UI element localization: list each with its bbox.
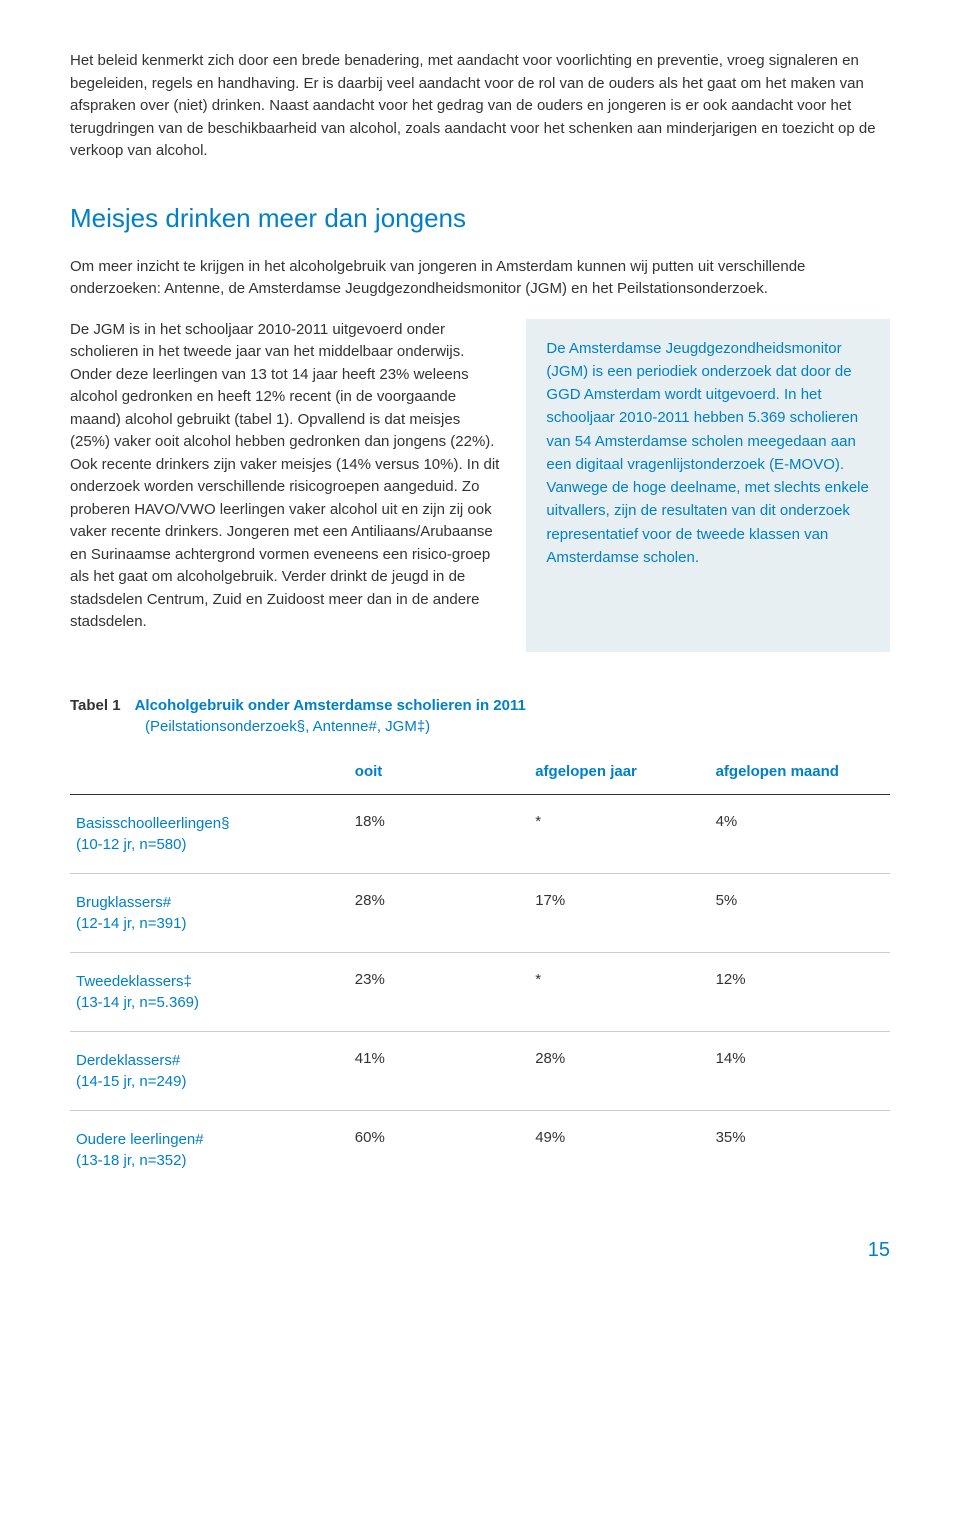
- callout-box: De Amsterdamse Jeugdgezondheidsmonitor (…: [526, 319, 890, 652]
- table-block: Tabel 1 Alcoholgebruik onder Amsterdamse…: [70, 697, 890, 1189]
- table-title: Alcoholgebruik onder Amsterdamse scholie…: [135, 697, 526, 714]
- col-maand: afgelopen maand: [710, 753, 890, 795]
- cell: *: [529, 952, 709, 1031]
- cell: 28%: [529, 1031, 709, 1110]
- cell: 28%: [349, 873, 529, 952]
- cell: 18%: [349, 794, 529, 873]
- row-label: Brugklassers# (12-14 jr, n=391): [70, 873, 349, 952]
- two-column-layout: De JGM is in het schooljaar 2010-2011 ui…: [70, 319, 890, 652]
- row-label-text: Brugklassers#: [76, 894, 171, 911]
- row-label-text: Oudere leerlingen#: [76, 1131, 204, 1148]
- cell: 4%: [710, 794, 890, 873]
- row-sub: (14-15 jr, n=249): [76, 1073, 187, 1090]
- table-row: Tweedeklassers‡ (13-14 jr, n=5.369) 23% *…: [70, 952, 890, 1031]
- page-number: 15: [70, 1239, 890, 1262]
- col-jaar: afgelopen jaar: [529, 753, 709, 795]
- table-header-row: ooit afgelopen jaar afgelopen maand: [70, 753, 890, 795]
- table-label: Tabel 1: [70, 697, 121, 714]
- table-row: Oudere leerlingen#(13-18 jr, n=352) 60% …: [70, 1110, 890, 1189]
- callout-rest: is een periodiek onderzoek dat door de G…: [546, 363, 868, 566]
- data-table: ooit afgelopen jaar afgelopen maand Basi…: [70, 753, 890, 1189]
- cell: 5%: [710, 873, 890, 952]
- left-column: De JGM is in het schooljaar 2010-2011 ui…: [70, 319, 501, 652]
- row-label-text: Tweedeklassers‡: [76, 973, 192, 990]
- table-row: Derdeklassers#(14-15 jr, n=249) 41% 28% …: [70, 1031, 890, 1110]
- row-label-text: Derdeklassers#: [76, 1052, 180, 1069]
- cell: 41%: [349, 1031, 529, 1110]
- cell: 14%: [710, 1031, 890, 1110]
- row-label: Basisschoolleerlingen§ (10-12 jr, n=580): [70, 794, 349, 873]
- cell: 17%: [529, 873, 709, 952]
- row-label: Oudere leerlingen# (13-18 jr, n=352): [70, 1110, 349, 1189]
- table-subtitle: (Peilstationsonderzoek§, Antenne#, JGM‡): [145, 718, 890, 735]
- table-title-row: Tabel 1 Alcoholgebruik onder Amsterdamse…: [70, 697, 890, 714]
- cell: 60%: [349, 1110, 529, 1189]
- cell: 12%: [710, 952, 890, 1031]
- body-para-1: Om meer inzicht te krijgen in het alcoho…: [70, 256, 890, 301]
- cell: 35%: [710, 1110, 890, 1189]
- row-sub: (12-14 jr, n=391): [76, 915, 187, 932]
- col-empty: [70, 753, 349, 795]
- col-ooit: ooit: [349, 753, 529, 795]
- row-sub: (13-14 jr, n=5.369): [76, 994, 199, 1011]
- cell: 23%: [349, 952, 529, 1031]
- cell: 49%: [529, 1110, 709, 1189]
- table-row: Basisschoolleerlingen§(10-12 jr, n=580) …: [70, 794, 890, 873]
- cell: *: [529, 794, 709, 873]
- section-heading: Meisjes drinken meer dan jongens: [70, 203, 890, 234]
- row-label-text: Basisschoolleerlingen§: [76, 815, 229, 832]
- row-label: Derdeklassers# (14-15 jr, n=249): [70, 1031, 349, 1110]
- intro-paragraph: Het beleid kenmerkt zich door een brede …: [70, 50, 890, 163]
- row-sub: (13-18 jr, n=352): [76, 1152, 187, 1169]
- row-label: Tweedeklassers‡ (13-14 jr, n=5.369): [70, 952, 349, 1031]
- body-para-2: De JGM is in het schooljaar 2010-2011 ui…: [70, 319, 501, 634]
- table-row: Brugklassers# (12-14 jr, n=391) 28% 17% 5…: [70, 873, 890, 952]
- row-sub: (10-12 jr, n=580): [76, 836, 187, 853]
